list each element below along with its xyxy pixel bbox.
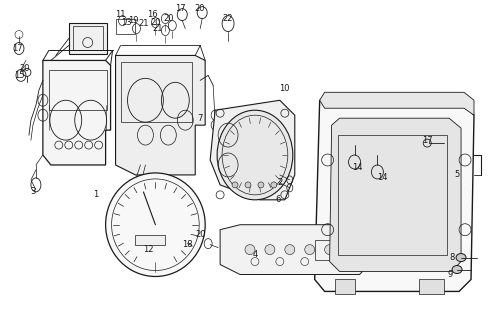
Polygon shape xyxy=(115,55,205,175)
Polygon shape xyxy=(220,225,369,275)
Polygon shape xyxy=(314,100,473,292)
Text: 5: 5 xyxy=(453,171,459,180)
Text: 13: 13 xyxy=(121,18,132,27)
Ellipse shape xyxy=(244,244,254,255)
Ellipse shape xyxy=(284,244,294,255)
Bar xyxy=(49,70,106,110)
Ellipse shape xyxy=(304,244,314,255)
Text: 21: 21 xyxy=(138,19,148,28)
Text: 4: 4 xyxy=(252,250,257,259)
Polygon shape xyxy=(319,92,473,115)
Text: 2: 2 xyxy=(277,179,282,188)
Text: 19: 19 xyxy=(128,16,139,25)
Polygon shape xyxy=(329,118,460,271)
Text: 17: 17 xyxy=(421,136,431,145)
Ellipse shape xyxy=(270,182,276,188)
Ellipse shape xyxy=(244,182,250,188)
Ellipse shape xyxy=(264,244,274,255)
Text: 20: 20 xyxy=(163,14,173,23)
Text: 3: 3 xyxy=(30,188,36,196)
Ellipse shape xyxy=(105,173,205,276)
Ellipse shape xyxy=(455,253,465,261)
Polygon shape xyxy=(334,279,354,294)
Polygon shape xyxy=(210,100,294,200)
Bar xyxy=(135,235,165,244)
Ellipse shape xyxy=(257,182,264,188)
Text: 17: 17 xyxy=(12,44,22,53)
Text: 18: 18 xyxy=(182,240,192,249)
Text: 15: 15 xyxy=(14,71,24,80)
Text: 14: 14 xyxy=(376,173,387,182)
Text: 10: 10 xyxy=(279,84,289,93)
Polygon shape xyxy=(43,60,110,165)
Text: 6: 6 xyxy=(275,195,280,204)
Bar xyxy=(314,240,344,260)
Text: 14: 14 xyxy=(351,164,362,172)
Text: 20: 20 xyxy=(150,18,161,27)
Ellipse shape xyxy=(232,182,238,188)
Text: 9: 9 xyxy=(447,270,452,279)
Text: 8: 8 xyxy=(448,253,454,262)
Text: 21: 21 xyxy=(152,24,163,33)
Text: 12: 12 xyxy=(143,245,153,254)
Text: 22: 22 xyxy=(223,14,233,23)
Ellipse shape xyxy=(451,266,461,274)
Ellipse shape xyxy=(217,110,292,200)
Text: 17: 17 xyxy=(175,4,185,13)
Text: 20: 20 xyxy=(20,64,30,73)
Text: 20: 20 xyxy=(195,230,205,239)
Bar xyxy=(121,62,192,122)
Ellipse shape xyxy=(324,244,334,255)
Text: 1: 1 xyxy=(93,190,98,199)
Bar xyxy=(73,26,102,51)
Text: 7: 7 xyxy=(197,114,203,123)
Bar xyxy=(115,19,135,34)
Bar xyxy=(69,23,106,54)
Text: 11: 11 xyxy=(115,10,125,19)
Polygon shape xyxy=(418,279,443,294)
Text: 16: 16 xyxy=(147,10,158,19)
Text: 20: 20 xyxy=(194,4,204,13)
Bar xyxy=(337,135,446,255)
